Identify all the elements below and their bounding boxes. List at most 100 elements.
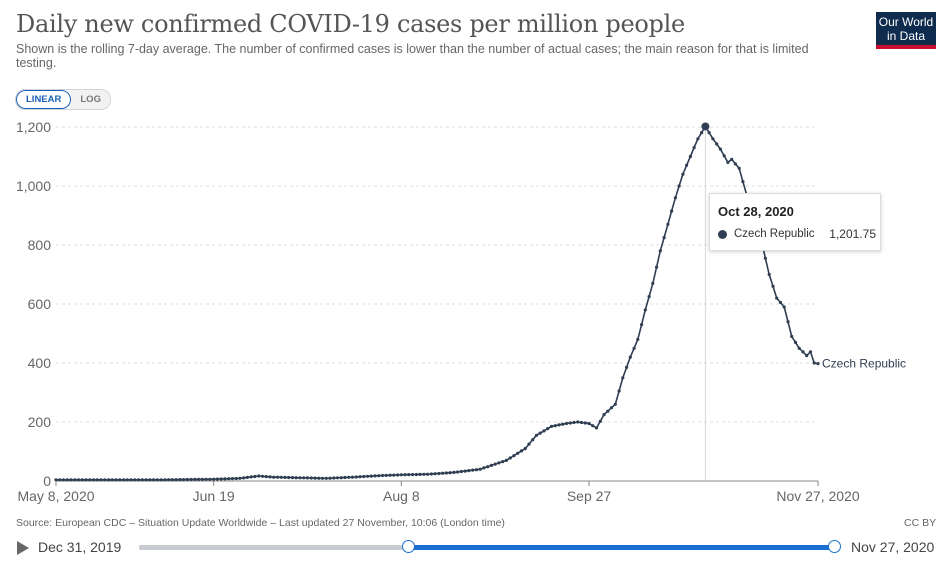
data-point	[715, 142, 719, 146]
data-point	[523, 447, 527, 451]
data-point	[448, 471, 452, 475]
data-point	[140, 478, 144, 482]
play-icon[interactable]	[17, 541, 29, 555]
data-point	[159, 478, 163, 482]
data-point	[54, 478, 58, 482]
data-point	[242, 476, 246, 480]
data-point	[362, 474, 366, 479]
data-point	[726, 160, 730, 164]
y-tick-label: 600	[28, 296, 52, 312]
timeline-end-label: Nov 27, 2020	[851, 539, 935, 555]
data-point	[178, 478, 182, 482]
tooltip-value: 1,201.75	[829, 227, 876, 241]
data-point	[666, 222, 670, 226]
data-point	[283, 475, 287, 479]
y-tick-label: 0	[43, 473, 51, 489]
data-point	[471, 468, 475, 472]
data-point	[335, 476, 340, 480]
data-point	[478, 467, 482, 471]
data-point	[737, 166, 741, 170]
data-point	[786, 320, 790, 324]
data-point	[414, 472, 418, 477]
data-point	[396, 473, 400, 477]
data-point	[253, 474, 257, 479]
data-point	[264, 475, 268, 479]
data-point	[688, 154, 693, 159]
license-link[interactable]: CC BY	[904, 517, 937, 529]
series-czech-republic[interactable]: Czech Republic	[54, 122, 906, 482]
data-point	[320, 476, 325, 480]
data-point	[538, 431, 542, 435]
data-point	[227, 477, 231, 481]
data-point	[418, 472, 422, 476]
data-point	[193, 477, 197, 481]
data-point	[369, 474, 373, 478]
source-note: Source: European CDC – Situation Update …	[16, 517, 505, 529]
data-point	[437, 471, 441, 476]
data-point	[373, 474, 377, 478]
data-point	[354, 475, 358, 479]
data-point	[504, 458, 508, 462]
data-point	[576, 420, 580, 424]
timeline: Dec 31, 2019 Nov 27, 2020	[0, 536, 950, 562]
data-point	[339, 476, 343, 480]
data-point	[268, 475, 272, 479]
data-point	[793, 340, 798, 344]
data-point	[230, 477, 234, 481]
data-point	[287, 475, 291, 480]
data-point	[61, 478, 66, 482]
linear-scale-button[interactable]: LINEAR	[16, 90, 72, 109]
timeline-start-handle[interactable]	[402, 540, 416, 553]
data-point	[392, 473, 396, 477]
data-point	[568, 421, 572, 425]
data-point	[73, 478, 77, 482]
data-point	[647, 295, 651, 299]
data-point	[167, 478, 171, 482]
owid-logo[interactable]: Our World in Data	[876, 12, 936, 49]
tooltip-row: Czech Republic 1,201.75	[718, 227, 876, 241]
series-line	[56, 124, 819, 481]
data-point	[200, 477, 204, 481]
data-point	[275, 475, 280, 479]
tooltip: Oct 28, 2020 Czech Republic 1,201.75	[709, 193, 881, 251]
data-point	[501, 460, 505, 464]
data-point	[133, 478, 137, 482]
data-point	[557, 423, 561, 427]
data-point	[110, 478, 114, 482]
data-point	[422, 472, 426, 476]
data-point	[722, 154, 726, 158]
log-scale-button[interactable]: LOG	[71, 90, 110, 109]
data-point	[482, 466, 486, 470]
data-point	[591, 424, 595, 428]
data-point	[452, 470, 456, 474]
data-point	[643, 308, 647, 312]
data-point	[463, 469, 467, 473]
data-point	[594, 426, 599, 430]
data-point	[95, 478, 99, 482]
data-point	[527, 442, 531, 446]
data-point	[332, 476, 336, 480]
y-tick-label: 800	[28, 237, 52, 253]
data-point	[290, 476, 295, 480]
data-point	[144, 478, 148, 482]
data-point	[249, 475, 253, 479]
data-point	[65, 478, 69, 482]
data-point	[305, 476, 310, 480]
axes: 0 200 400 600 800 1,000 1,200 May 8, 2020 Jun 19…	[16, 119, 860, 504]
data-point	[377, 474, 381, 478]
data-point	[640, 323, 644, 327]
data-point	[170, 478, 174, 482]
data-point	[215, 477, 219, 481]
data-point	[508, 456, 512, 460]
data-point	[778, 300, 783, 305]
data-point	[767, 272, 771, 277]
line-chart[interactable]: 0 200 400 600 800 1,000 1,200 May 8, 2020 Jun 19…	[0, 110, 950, 510]
data-point	[343, 475, 347, 480]
data-point	[118, 478, 122, 482]
data-point	[549, 424, 554, 428]
data-point	[388, 473, 392, 477]
chart-subtitle: Shown is the rolling 7-day average. The …	[16, 42, 809, 70]
timeline-track[interactable]	[139, 540, 841, 553]
timeline-end-handle[interactable]	[828, 540, 841, 553]
data-point	[107, 478, 111, 482]
